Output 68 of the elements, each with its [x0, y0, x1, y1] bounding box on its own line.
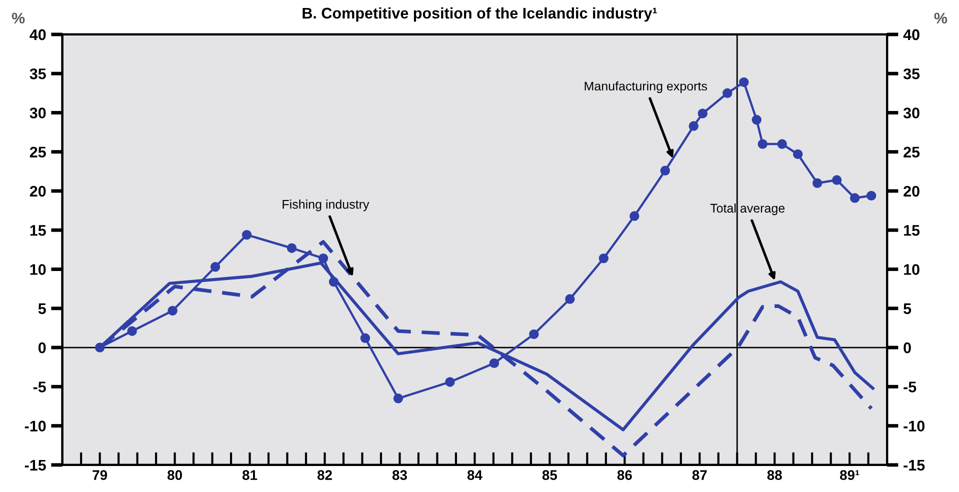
y-tick-label: -15 — [24, 460, 46, 471]
x-tick-label: 82 — [317, 470, 332, 480]
y-tick-label: 25 — [30, 146, 46, 158]
x-tick-label: 87 — [692, 470, 707, 480]
y-tick-label: 5 — [38, 303, 46, 314]
point — [698, 108, 708, 118]
y-tick-label: 35 — [30, 68, 46, 80]
annotation: Fishing industry — [282, 200, 370, 212]
x-tick-label: 85 — [542, 470, 558, 480]
y2-tick-label: -5 — [904, 382, 916, 392]
x-tick-label: 81 — [242, 470, 258, 480]
y2-tick-label: 0 — [904, 342, 911, 354]
y-tick-label: -5 — [33, 382, 46, 392]
y-tick-label: 30 — [30, 108, 46, 118]
point — [722, 88, 732, 98]
y2-tick-label: 30 — [903, 108, 920, 118]
point — [318, 253, 328, 264]
annotation: Manufacturing exports — [584, 81, 708, 94]
y2-tick-label: 25 — [904, 146, 920, 158]
point — [489, 358, 500, 368]
y-tick-label: 0 — [38, 342, 46, 354]
point — [360, 333, 370, 343]
point — [812, 178, 822, 188]
y2-tick-label: 35 — [903, 68, 920, 80]
point — [752, 114, 762, 125]
x-tick-label: 84 — [467, 470, 482, 480]
y-tick-label: 15 — [30, 225, 46, 236]
x-tick-label: 83 — [392, 470, 407, 480]
y-tick-label: 20 — [30, 186, 46, 197]
chart-title: B. Competitive position of the Icelandic industry¹ — [302, 7, 657, 22]
point — [242, 230, 252, 240]
point — [598, 253, 609, 264]
point — [832, 175, 842, 185]
y2-tick-label: 20 — [904, 186, 920, 197]
y2-tick-label: 15 — [904, 225, 920, 236]
x-tick-label: 86 — [617, 470, 632, 480]
point — [127, 326, 137, 336]
point — [565, 294, 575, 304]
point — [660, 166, 670, 176]
y-tick-label: -10 — [24, 420, 46, 432]
point — [688, 121, 698, 131]
point — [286, 243, 297, 253]
point — [792, 149, 803, 160]
point — [850, 193, 860, 203]
y-tick-label: 10 — [30, 264, 46, 275]
y-axis-title: % — [12, 12, 25, 24]
y2-tick-label: 5 — [904, 303, 912, 314]
point — [758, 139, 768, 149]
point — [445, 377, 455, 387]
y2-tick-label: 10 — [904, 264, 920, 275]
point — [393, 394, 404, 404]
y-tick-label: 40 — [30, 29, 46, 40]
point — [777, 139, 787, 149]
y2-axis-title: % — [934, 12, 948, 24]
point — [210, 262, 220, 272]
annotation: Total average — [710, 203, 785, 216]
y2-tick-label: -10 — [904, 420, 924, 432]
x-tick-label: 89¹ — [840, 470, 860, 480]
y2-tick-label: 40 — [903, 29, 920, 40]
point — [630, 211, 640, 221]
point — [866, 190, 876, 201]
y2-tick-label: -15 — [904, 460, 925, 471]
point — [529, 329, 539, 340]
x-tick-label: 79 — [92, 470, 108, 480]
point — [168, 306, 178, 316]
point — [739, 77, 749, 88]
x-tick-label: 80 — [168, 470, 182, 480]
x-tick-label: 88 — [767, 470, 782, 480]
